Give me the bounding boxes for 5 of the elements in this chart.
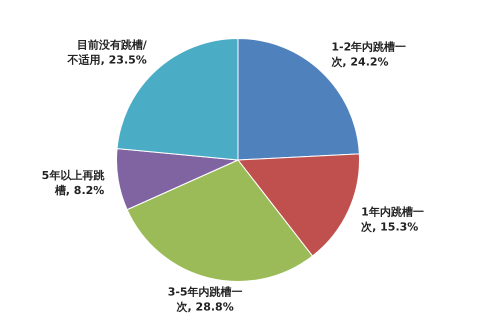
slice-label: 目前没有跳槽/不适用, 23.5% xyxy=(66,38,148,66)
slice-label: 5年以上再跳槽, 8.2% xyxy=(42,168,106,197)
slice-label: 1年内跳槽一次, 15.3% xyxy=(361,206,424,234)
slice-label: 3-5年内跳槽一次, 28.8% xyxy=(168,286,243,314)
slice-label: 1-2年内跳槽一次, 24.2% xyxy=(331,40,406,69)
